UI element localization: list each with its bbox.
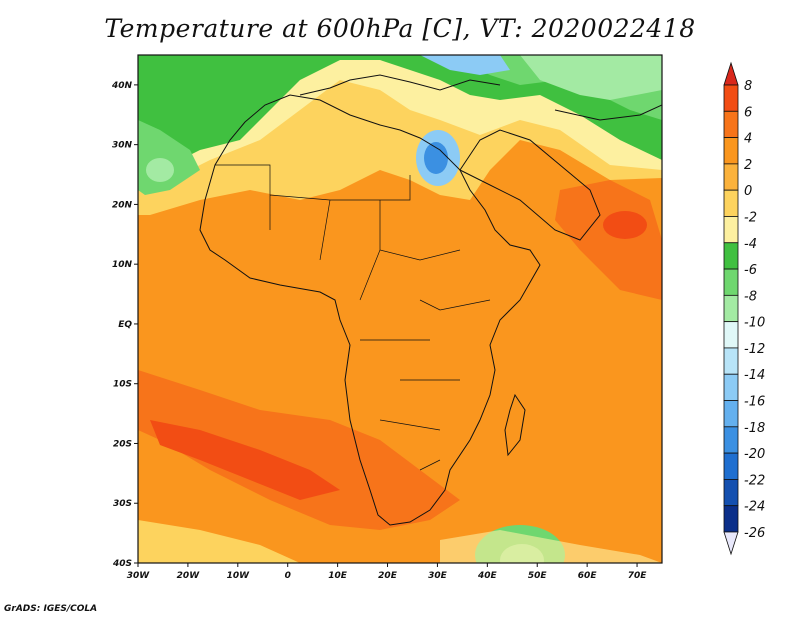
lon-tick-label: 70E — [628, 571, 648, 581]
lon-tick-label: 20E — [378, 571, 398, 581]
colorbar-label: -10 — [744, 316, 765, 331]
lat-tick-label: 30N — [112, 141, 133, 151]
colorbar-label: -16 — [744, 395, 765, 410]
colorbar-label: -8 — [744, 289, 757, 304]
field-band-plus6-south — [150, 420, 340, 500]
lat-tick-label: 10N — [112, 260, 133, 270]
colorbar-swatch — [723, 321, 739, 349]
lon-tick-label: 60E — [578, 571, 598, 581]
colorbar-swatch — [723, 84, 739, 112]
colorbar-label: -12 — [744, 342, 765, 357]
colorbar-swatch — [723, 189, 739, 217]
colorbar-swatch — [723, 373, 739, 401]
country-borders — [215, 164, 491, 471]
lat-tick-label: 20S — [113, 439, 132, 449]
lat-tick-label: 10S — [113, 380, 132, 390]
colorbar-label: -18 — [744, 421, 765, 436]
colorbar-swatch — [723, 268, 739, 296]
lat-tick-label: 30S — [113, 499, 132, 509]
mediterranean-north-coastline — [299, 74, 501, 96]
colorbar-label: 0 — [744, 184, 752, 199]
colorbar-swatch — [723, 426, 739, 454]
colorbar-label: -6 — [744, 263, 757, 278]
colorbar-swatch — [723, 479, 739, 507]
coastlines — [199, 74, 662, 526]
madagascar-coastline — [504, 393, 526, 457]
colorbar-label: -4 — [744, 237, 757, 252]
field-band-minus2-south — [138, 520, 300, 563]
colorbar-label: -22 — [744, 473, 765, 488]
lon-tick-label: 0 — [285, 571, 291, 581]
colorbar-swatch — [723, 137, 739, 165]
colorbar: 8 6 4 2 0 -2 -4 -6 -8 -10 -12 -14 -16 -18 -20 -22 -24 -26 — [723, 61, 765, 556]
field-egypt-cold-core — [424, 142, 448, 174]
lon-tick-label: 10E — [328, 571, 348, 581]
colorbar-swatch — [723, 294, 739, 323]
colorbar-top-arrow — [723, 61, 739, 86]
field-band-minus6 — [138, 55, 662, 175]
credit-text: GrADS: IGES/COLA — [4, 604, 98, 614]
colorbar-label: -2 — [744, 210, 757, 225]
lon-tick-label: 40E — [477, 571, 498, 581]
lon-tick-label: 30W — [127, 571, 151, 581]
field-band-minus14 — [420, 55, 510, 75]
colorbar-label: 2 — [744, 158, 752, 173]
colorbar-label: -24 — [744, 500, 765, 515]
lon-tick-label: 50E — [528, 571, 548, 581]
chart-title: Temperature at 600hPa [C], VT: 202002241… — [104, 14, 696, 43]
map-frame — [137, 54, 663, 564]
colorbar-swatch — [723, 242, 739, 270]
field-band-plus6-arabia — [603, 211, 647, 239]
colorbar-label: -26 — [744, 526, 765, 541]
colorbar-swatch — [723, 505, 739, 533]
lon-tick-label: 30E — [428, 571, 448, 581]
colorbar-swatch — [723, 163, 739, 191]
field-band-minus4-south — [440, 530, 662, 563]
lat-tick-label: 40N — [111, 81, 133, 91]
asia-coastline — [554, 104, 662, 121]
colorbar-bottom-arrow — [723, 531, 739, 556]
lat-tick-label: EQ — [118, 320, 132, 330]
colorbar-swatch — [723, 347, 739, 375]
colorbar-swatch — [723, 110, 739, 138]
colorbar-label: 8 — [744, 79, 752, 94]
colorbar-swatch — [723, 216, 739, 244]
field-band-plus4-south — [138, 370, 460, 530]
colorbar-label: 6 — [744, 105, 752, 120]
lat-tick-label: 40S — [112, 559, 132, 569]
arabia-coastline — [459, 129, 601, 241]
africa-coastline — [199, 94, 541, 526]
colorbar-label: -14 — [744, 368, 765, 383]
lon-tick-label: 20W — [177, 571, 201, 581]
field-band-minus10 — [405, 55, 662, 100]
lon-axis: 30W 20W 10W 0 10E 20E 30E 40E 50E 60E 70E — [127, 563, 647, 581]
colorbar-label: 4 — [744, 132, 752, 147]
temperature-field — [138, 55, 662, 563]
colorbar-swatch — [723, 452, 739, 480]
lat-tick-label: 20N — [112, 200, 133, 210]
colorbar-label: -20 — [744, 447, 765, 462]
field-atlantic-cold-spot — [146, 158, 174, 182]
lat-axis: 40N 30N 20N 10N EQ 10S 20S 30S 40S — [111, 81, 138, 569]
field-band-plus4-arabia — [555, 180, 662, 300]
colorbar-swatch — [723, 400, 739, 428]
lon-tick-label: 10W — [227, 571, 251, 581]
